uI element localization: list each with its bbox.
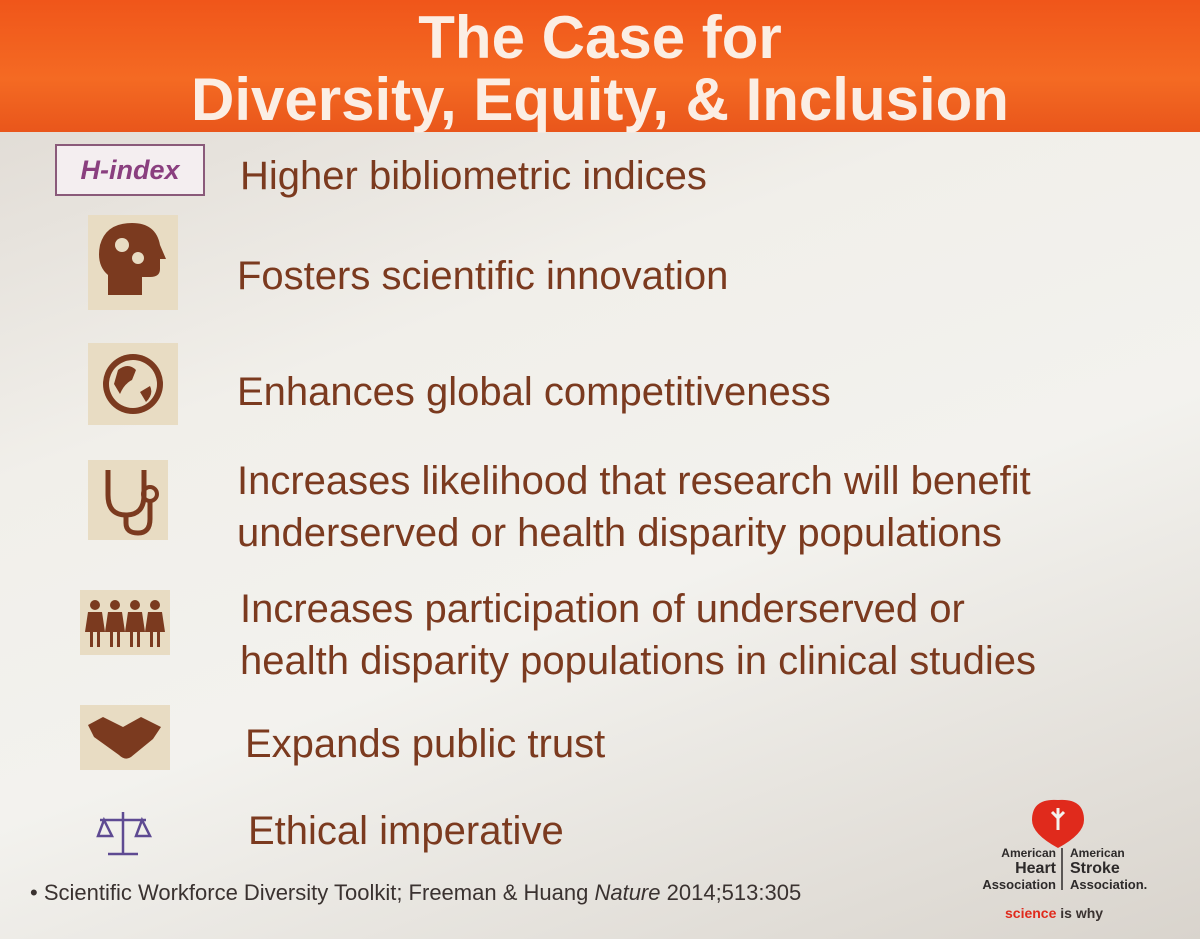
- logo-word: Association.: [1070, 877, 1148, 892]
- innovation-icon: [88, 215, 178, 310]
- globe-icon: [88, 343, 178, 425]
- citation: • Scientific Workforce Diversity Toolkit…: [30, 880, 801, 906]
- tagline: science is why: [1005, 905, 1103, 921]
- tagline-highlight: science: [1005, 905, 1057, 921]
- item-text: Expands public trust: [245, 722, 606, 766]
- logo-word: American: [1001, 846, 1056, 860]
- item-text: health disparity populations in clinical…: [240, 639, 1037, 683]
- logo-word: Stroke: [1070, 860, 1120, 877]
- heart-logo-text: American Heart Association: [968, 845, 1056, 893]
- bullet: •: [30, 880, 38, 905]
- people-icon: [80, 590, 170, 655]
- title: The Case for: [418, 4, 782, 71]
- item-text: Increases participation of underserved o…: [240, 587, 965, 631]
- item-text: Ethical imperative: [248, 809, 564, 853]
- logo-word: American: [1070, 846, 1125, 860]
- title: Diversity, Equity, & Inclusion: [191, 66, 1009, 133]
- tagline-rest: is why: [1060, 905, 1104, 921]
- h-index-label: H-index: [55, 144, 205, 196]
- citation-authors: Scientific Workforce Diversity Toolkit; …: [43, 880, 589, 905]
- logo-word: Association: [982, 877, 1056, 892]
- item-text: Fosters scientific innovation: [237, 254, 729, 298]
- item-text: underserved or health disparity populati…: [237, 511, 1002, 555]
- journal: Nature: [594, 880, 661, 905]
- handshake-icon: [80, 705, 170, 770]
- item-text: Increases likelihood that research will …: [237, 459, 1031, 503]
- item-text: Higher bibliometric indices: [240, 154, 707, 198]
- scales-icon: [96, 812, 153, 856]
- citation-details: 2014;513:305: [666, 880, 802, 905]
- aha-logo: [1032, 799, 1084, 890]
- logo-word: Heart: [1015, 860, 1056, 877]
- stethoscope-icon: [88, 460, 168, 540]
- header-band: [0, 0, 1200, 132]
- stroke-logo-text: American Stroke Association.: [1070, 845, 1170, 893]
- item-text: Enhances global competitiveness: [237, 370, 831, 414]
